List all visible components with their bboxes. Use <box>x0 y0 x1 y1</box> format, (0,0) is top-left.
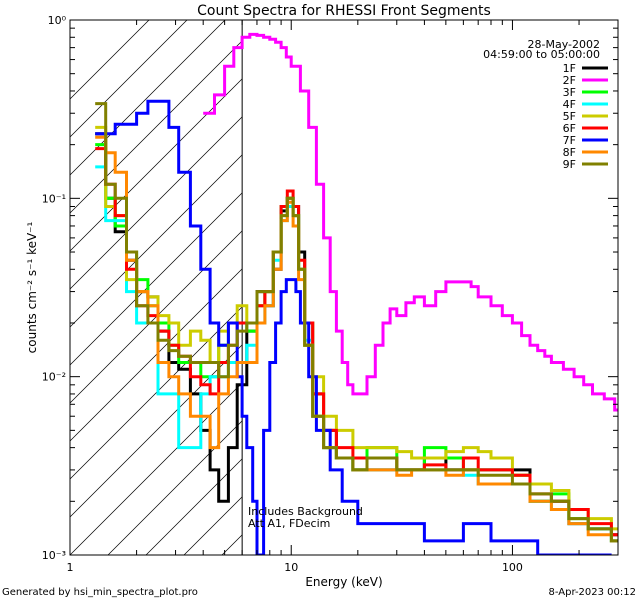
legend-label-6F: 6F <box>563 122 576 135</box>
series-6F <box>95 147 618 537</box>
x-axis-label: Energy (keV) <box>305 575 382 589</box>
annotation-attenuator: Att A1, FDecim <box>248 517 330 530</box>
y-tick-label: 10⁻³ <box>42 549 66 562</box>
date-label: 28-May-2002 <box>528 38 600 51</box>
legend-label-3F: 3F <box>563 86 576 99</box>
legend-label-2F: 2F <box>563 74 576 87</box>
hatch-line <box>70 20 226 176</box>
y-tick-label: 10⁻¹ <box>42 192 66 205</box>
plot-frame <box>69 19 619 556</box>
footer-timestamp: 8-Apr-2023 00:12 <box>549 587 636 598</box>
legend-label-8F: 8F <box>563 146 576 159</box>
axis-ticks: 1 10 100 10⁻³ 10⁻² 10⁻¹ 10⁰ <box>42 14 619 574</box>
footer-generator: Generated by hsi_min_spectra_plot.pro <box>2 587 198 598</box>
legend-label-1F: 1F <box>563 62 576 75</box>
y-tick-label: 10⁻² <box>42 371 66 384</box>
chart-title: Count Spectra for RHESSI Front Segments <box>197 3 491 19</box>
y-axis-label: counts cm⁻² s⁻¹ keV⁻¹ <box>25 221 39 353</box>
series-9F <box>95 102 618 543</box>
x-tick-label: 10 <box>284 561 298 574</box>
x-tick-label: 1 <box>67 561 74 574</box>
legend-label-9F: 9F <box>563 158 576 171</box>
x-tick-label: 100 <box>502 561 523 574</box>
time-range-label: 04:59:00 to 05:00:00 <box>483 48 600 61</box>
series-layer <box>95 32 618 555</box>
series-2F <box>203 32 618 412</box>
hatch-line <box>70 20 264 214</box>
legend-label-4F: 4F <box>563 98 576 111</box>
annotation-background: Includes Background <box>248 505 363 518</box>
hatch-line <box>70 20 188 138</box>
hatch-line <box>70 20 302 252</box>
series-7F <box>95 99 612 555</box>
hatch-mask <box>242 20 618 555</box>
attenuator-hatched-region <box>70 20 618 555</box>
y-tick-label: 10⁰ <box>48 14 67 27</box>
legend-label-5F: 5F <box>563 110 576 123</box>
legend-label-7F: 7F <box>563 134 576 147</box>
